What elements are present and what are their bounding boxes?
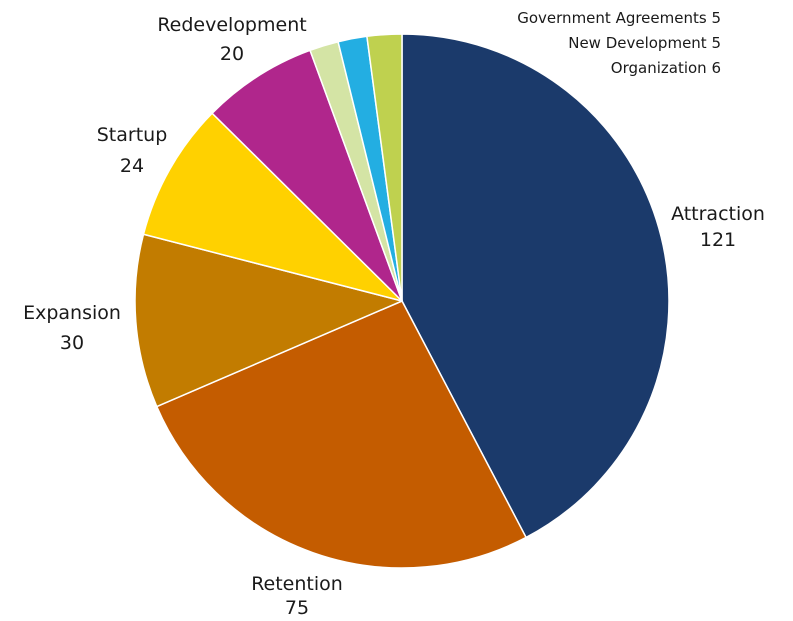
label-attraction-name: Attraction xyxy=(671,203,765,225)
label-attraction-value: 121 xyxy=(700,229,736,251)
label-retention-value: 75 xyxy=(285,597,309,619)
pie-slice-attraction xyxy=(401,33,670,539)
label-organization: Organization 6 xyxy=(611,59,721,77)
label-redevelopment-value: 20 xyxy=(220,43,244,65)
label-redevelopment-name: Redevelopment xyxy=(157,14,306,36)
label-new-development: New Development 5 xyxy=(568,34,721,52)
label-expansion-name: Expansion xyxy=(23,302,121,324)
label-government-agreements: Government Agreements 5 xyxy=(517,9,721,27)
pie-slice-redevelopment xyxy=(211,49,403,302)
pie-slice-retention xyxy=(156,300,527,569)
pie-slice-expansion xyxy=(134,233,403,408)
label-retention-name: Retention xyxy=(251,573,343,595)
label-expansion-value: 30 xyxy=(60,332,84,354)
pie-slice-organization xyxy=(366,33,403,302)
pie-slices xyxy=(134,33,670,569)
label-startup-value: 24 xyxy=(120,155,144,177)
pie-slice-startup xyxy=(142,112,403,302)
label-startup-name: Startup xyxy=(97,124,168,146)
